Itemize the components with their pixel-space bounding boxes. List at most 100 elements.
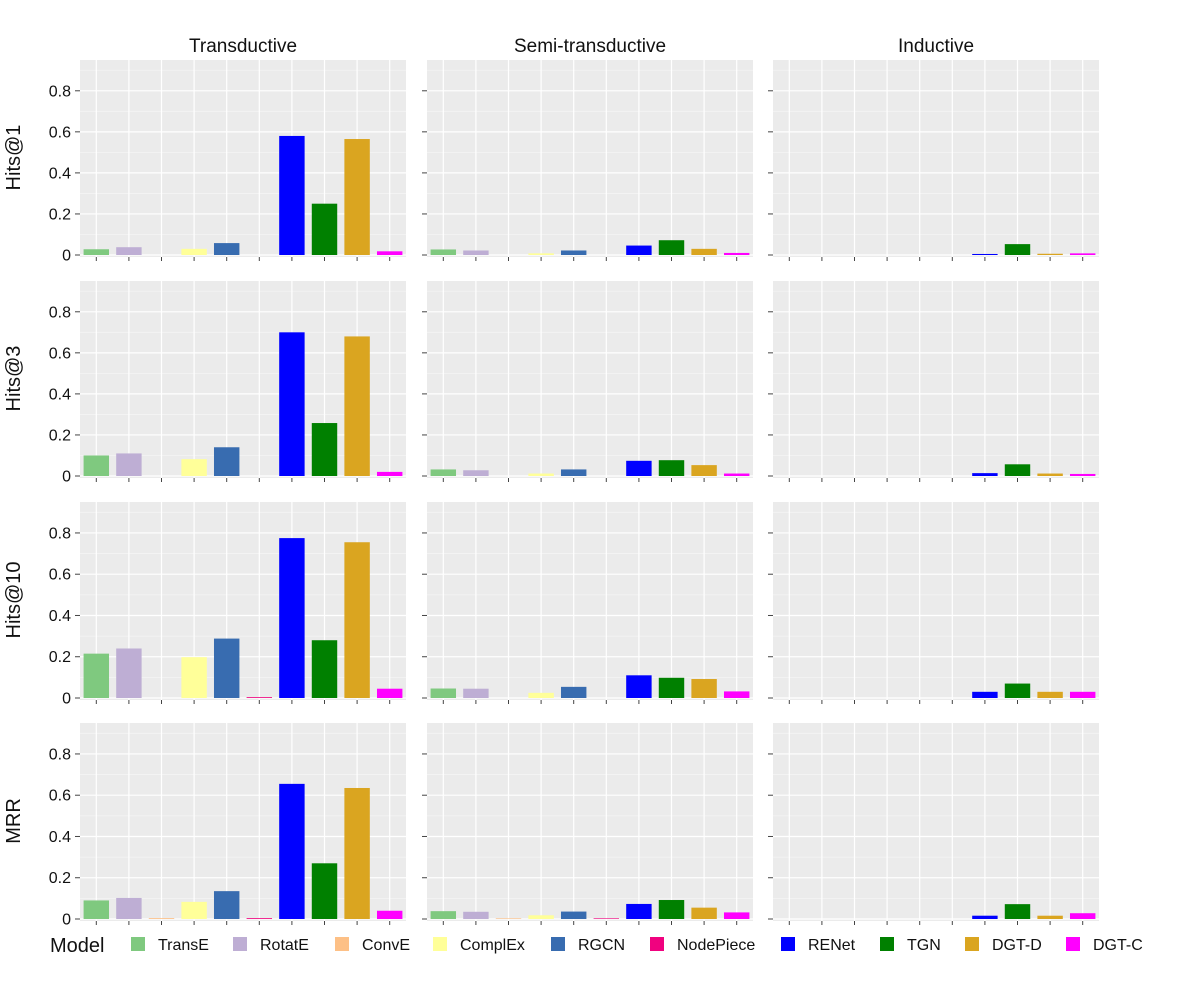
panel-background xyxy=(773,723,1099,921)
bar-renet-hits-10-inductive xyxy=(972,691,998,698)
row-title-hits-3: Hits@3 xyxy=(3,346,25,412)
bar-renet-hits-10-semi-transductive xyxy=(626,675,652,698)
bar-rotate-hits-1-semi-transductive xyxy=(463,250,489,255)
bar-tgn-hits-10-inductive xyxy=(1004,683,1031,698)
y-tick-label: 0.2 xyxy=(49,870,71,887)
bar-rotate-mrr-semi-transductive xyxy=(463,911,489,919)
legend-label: NodePiece xyxy=(677,937,755,954)
panel-hits-3-inductive xyxy=(768,281,1099,482)
y-tick-label: 0 xyxy=(62,912,71,929)
column-title-semi-transductive: Semi-transductive xyxy=(514,36,666,57)
legend-swatch xyxy=(1066,937,1080,951)
y-tick-label: 0.8 xyxy=(49,304,71,321)
bar-dgt-d-hits-10-semi-transductive xyxy=(691,679,717,698)
bar-renet-mrr-inductive xyxy=(972,915,998,919)
legend-label: RENet xyxy=(808,937,856,954)
bar-rotate-hits-10-semi-transductive xyxy=(463,688,489,698)
legend-title: Model xyxy=(50,935,104,957)
bar-tgn-mrr-inductive xyxy=(1004,904,1031,919)
bar-dgt-d-hits-3-inductive xyxy=(1037,473,1063,476)
legend-item-renet: RENet xyxy=(781,937,856,954)
panel-hits-3-semi-transductive xyxy=(422,281,753,482)
bar-conve-mrr-semi-transductive xyxy=(495,918,522,919)
bar-complex-hits-3-semi-transductive xyxy=(528,473,554,476)
legend-swatch xyxy=(233,937,247,951)
bar-transe-hits-10-semi-transductive xyxy=(430,688,457,698)
bar-dgt-c-hits-1-semi-transductive xyxy=(723,252,750,255)
bar-rgcn-mrr-transductive xyxy=(213,891,240,919)
panel-hits-3-transductive: 0 0.2 0.4 0.6 0.8 xyxy=(49,281,406,486)
legend-item-dgt-c: DGT-C xyxy=(1066,937,1143,954)
bar-tgn-hits-1-transductive xyxy=(311,203,338,255)
panel-background xyxy=(773,60,1099,257)
legend-swatch xyxy=(781,937,795,951)
bar-rgcn-hits-1-transductive xyxy=(213,243,240,255)
row-title-mrr: MRR xyxy=(3,798,25,844)
bar-transe-hits-1-semi-transductive xyxy=(430,249,457,255)
bar-tgn-hits-3-transductive xyxy=(311,423,338,476)
bar-dgt-d-hits-3-transductive xyxy=(344,336,370,476)
y-tick-label: 0 xyxy=(62,248,71,265)
facet-panels: Transductive Semi-transductive Inductive Hi… xyxy=(3,36,1099,929)
bar-rotate-hits-1-transductive xyxy=(116,247,142,255)
legend-item-complex: ComplEx xyxy=(433,937,525,954)
bar-complex-hits-1-semi-transductive xyxy=(528,253,554,255)
bar-dgt-c-hits-1-transductive xyxy=(376,251,403,255)
legend-item-rotate: RotatE xyxy=(233,937,309,954)
bar-renet-hits-3-inductive xyxy=(972,473,998,476)
bar-renet-hits-3-semi-transductive xyxy=(626,460,652,476)
panel-background xyxy=(773,281,1099,478)
panel-hits-1-semi-transductive xyxy=(422,60,753,261)
bar-transe-mrr-semi-transductive xyxy=(430,911,457,919)
bar-tgn-hits-3-inductive xyxy=(1004,464,1031,476)
legend-item-dgt-d: DGT-D xyxy=(965,937,1042,954)
y-tick-label: 0.2 xyxy=(49,206,71,223)
legend-label: RGCN xyxy=(578,937,625,954)
legend-label: TransE xyxy=(158,937,209,954)
bar-renet-hits-10-transductive xyxy=(279,538,305,698)
bar-nodepiece-hits-10-transductive xyxy=(246,697,273,698)
bar-dgt-c-hits-1-inductive xyxy=(1069,253,1096,255)
bar-rotate-hits-10-transductive xyxy=(116,648,142,698)
bar-nodepiece-mrr-transductive xyxy=(246,918,273,919)
panel-background xyxy=(427,723,753,921)
legend-label: DGT-C xyxy=(1093,937,1143,954)
bar-tgn-mrr-semi-transductive xyxy=(658,900,685,919)
bar-dgt-d-hits-10-transductive xyxy=(344,542,370,698)
panel-background xyxy=(427,281,753,478)
bar-dgt-c-hits-3-inductive xyxy=(1069,473,1096,476)
y-tick-label: 0.4 xyxy=(49,829,71,846)
panel-hits-1-transductive: 0 0.2 0.4 0.6 0.8 xyxy=(49,60,406,265)
bar-complex-mrr-semi-transductive xyxy=(528,915,554,919)
legend-swatch xyxy=(433,937,447,951)
bar-conve-mrr-transductive xyxy=(148,918,175,919)
bar-transe-hits-3-semi-transductive xyxy=(430,469,457,476)
legend-label: DGT-D xyxy=(992,937,1042,954)
legend-item-tgn: TGN xyxy=(880,937,941,954)
legend-swatch xyxy=(551,937,565,951)
bar-renet-hits-3-transductive xyxy=(279,332,305,476)
bar-renet-hits-1-transductive xyxy=(279,135,305,255)
legend-item-conve: ConvE xyxy=(335,937,410,954)
legend-label: ConvE xyxy=(362,937,410,954)
bar-rgcn-hits-3-transductive xyxy=(213,447,240,476)
legend-label: ComplEx xyxy=(460,937,525,954)
bar-dgt-c-hits-10-transductive xyxy=(376,688,403,698)
bar-complex-hits-10-transductive xyxy=(181,657,207,698)
panel-background xyxy=(427,502,753,700)
bar-dgt-d-mrr-inductive xyxy=(1037,915,1063,919)
panel-background xyxy=(427,60,753,257)
legend-swatch xyxy=(650,937,664,951)
legend-swatch xyxy=(335,937,349,951)
panel-mrr-transductive: 0 0.2 0.4 0.6 0.8 xyxy=(49,723,406,929)
bar-dgt-d-hits-1-inductive xyxy=(1037,253,1063,255)
bar-tgn-hits-1-inductive xyxy=(1004,244,1031,255)
bar-transe-hits-1-transductive xyxy=(83,249,110,255)
y-tick-label: 0.4 xyxy=(49,386,71,403)
column-title-inductive: Inductive xyxy=(898,36,974,57)
bar-complex-mrr-transductive xyxy=(181,901,207,919)
y-tick-label: 0.8 xyxy=(49,525,71,542)
bar-dgt-d-hits-1-semi-transductive xyxy=(691,248,717,255)
bar-renet-mrr-semi-transductive xyxy=(626,903,652,919)
